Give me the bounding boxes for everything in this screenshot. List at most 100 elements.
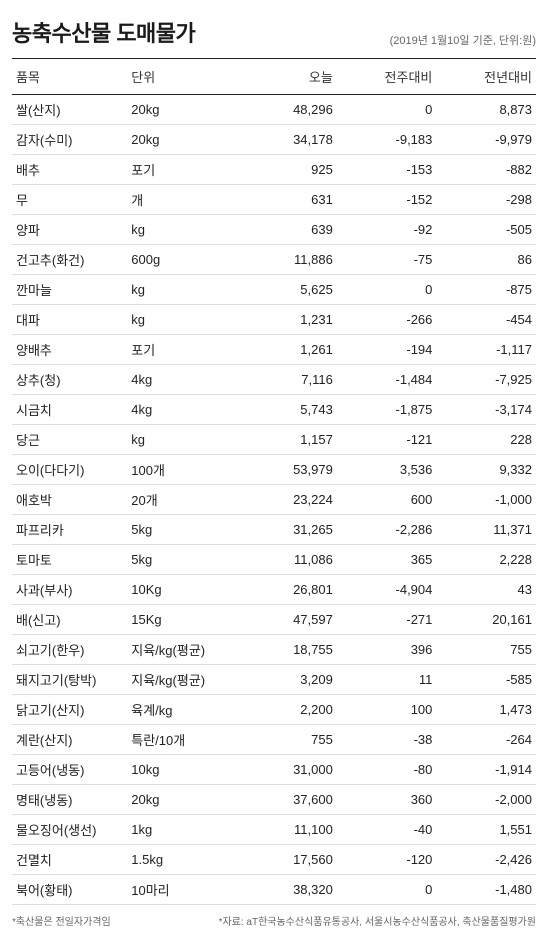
cell-today: 5,743 [243, 395, 337, 425]
cell-today: 2,200 [243, 695, 337, 725]
cell-item: 시금치 [12, 395, 127, 425]
table-row: 대파kg1,231-266-454 [12, 305, 536, 335]
cell-yoy: 2,228 [436, 545, 536, 575]
cell-wow: 365 [337, 545, 437, 575]
table-row: 상추(청)4kg7,116-1,484-7,925 [12, 365, 536, 395]
footnote-right: *자료: aT한국농수산식품유통공사, 서울시농수산식품공사, 축산물품질평가원 [219, 913, 536, 928]
cell-today: 11,886 [243, 245, 337, 275]
cell-today: 38,320 [243, 875, 337, 905]
table-row: 파프리카5kg31,265-2,28611,371 [12, 515, 536, 545]
table-row: 쇠고기(한우)지육/kg(평균)18,755396755 [12, 635, 536, 665]
cell-unit: kg [127, 425, 242, 455]
cell-unit: 지육/kg(평균) [127, 635, 242, 665]
cell-today: 639 [243, 215, 337, 245]
table-row: 토마토5kg11,0863652,228 [12, 545, 536, 575]
cell-item: 닭고기(산지) [12, 695, 127, 725]
cell-unit: 20개 [127, 485, 242, 515]
cell-yoy: 86 [436, 245, 536, 275]
table-row: 깐마늘kg5,6250-875 [12, 275, 536, 305]
table-row: 건멸치1.5kg17,560-120-2,426 [12, 845, 536, 875]
cell-unit: 특란/10개 [127, 725, 242, 755]
table-row: 사과(부사)10Kg26,801-4,90443 [12, 575, 536, 605]
cell-wow: -121 [337, 425, 437, 455]
cell-wow: -92 [337, 215, 437, 245]
table-row: 배(신고)15Kg47,597-27120,161 [12, 605, 536, 635]
cell-unit: kg [127, 305, 242, 335]
col-header-today: 오늘 [243, 59, 337, 95]
cell-unit: 포기 [127, 155, 242, 185]
table-row: 배추포기925-153-882 [12, 155, 536, 185]
cell-yoy: 755 [436, 635, 536, 665]
cell-unit: 10마리 [127, 875, 242, 905]
cell-today: 1,157 [243, 425, 337, 455]
cell-item: 대파 [12, 305, 127, 335]
cell-today: 11,100 [243, 815, 337, 845]
cell-today: 18,755 [243, 635, 337, 665]
cell-unit: 1kg [127, 815, 242, 845]
page-title: 농축수산물 도매물가 [12, 16, 195, 48]
cell-wow: -271 [337, 605, 437, 635]
cell-wow: -152 [337, 185, 437, 215]
table-row: 닭고기(산지)육계/kg2,2001001,473 [12, 695, 536, 725]
cell-wow: 100 [337, 695, 437, 725]
col-header-item: 품목 [12, 59, 127, 95]
cell-item: 명태(냉동) [12, 785, 127, 815]
cell-yoy: -1,000 [436, 485, 536, 515]
cell-item: 북어(황태) [12, 875, 127, 905]
table-row: 무개631-152-298 [12, 185, 536, 215]
page-subtitle: (2019년 1월10일 기준, 단위:원) [390, 32, 536, 48]
cell-yoy: 1,551 [436, 815, 536, 845]
table-row: 명태(냉동)20kg37,600360-2,000 [12, 785, 536, 815]
cell-yoy: 8,873 [436, 95, 536, 125]
cell-item: 상추(청) [12, 365, 127, 395]
cell-wow: -80 [337, 755, 437, 785]
cell-yoy: -505 [436, 215, 536, 245]
cell-item: 돼지고기(탕박) [12, 665, 127, 695]
cell-unit: 포기 [127, 335, 242, 365]
cell-item: 쇠고기(한우) [12, 635, 127, 665]
cell-today: 17,560 [243, 845, 337, 875]
table-row: 양배추포기1,261-194-1,117 [12, 335, 536, 365]
cell-item: 계란(산지) [12, 725, 127, 755]
cell-today: 1,261 [243, 335, 337, 365]
cell-wow: -2,286 [337, 515, 437, 545]
cell-yoy: -7,925 [436, 365, 536, 395]
cell-wow: 0 [337, 95, 437, 125]
cell-unit: 100개 [127, 455, 242, 485]
cell-unit: 육계/kg [127, 695, 242, 725]
table-row: 쌀(산지)20kg48,29608,873 [12, 95, 536, 125]
table-row: 오이(다다기)100개53,9793,5369,332 [12, 455, 536, 485]
cell-unit: 5kg [127, 515, 242, 545]
cell-yoy: -882 [436, 155, 536, 185]
cell-item: 배추 [12, 155, 127, 185]
cell-unit: 20kg [127, 95, 242, 125]
cell-item: 파프리카 [12, 515, 127, 545]
table-row: 애호박20개23,224600-1,000 [12, 485, 536, 515]
cell-item: 애호박 [12, 485, 127, 515]
cell-wow: -120 [337, 845, 437, 875]
cell-today: 11,086 [243, 545, 337, 575]
cell-yoy: 9,332 [436, 455, 536, 485]
cell-today: 925 [243, 155, 337, 185]
cell-unit: kg [127, 215, 242, 245]
cell-item: 사과(부사) [12, 575, 127, 605]
cell-item: 건멸치 [12, 845, 127, 875]
cell-yoy: -2,426 [436, 845, 536, 875]
cell-item: 무 [12, 185, 127, 215]
cell-yoy: -875 [436, 275, 536, 305]
cell-unit: 4kg [127, 395, 242, 425]
cell-wow: -4,904 [337, 575, 437, 605]
cell-wow: -40 [337, 815, 437, 845]
cell-unit: 4kg [127, 365, 242, 395]
cell-yoy: -1,117 [436, 335, 536, 365]
cell-yoy: -9,979 [436, 125, 536, 155]
cell-today: 7,116 [243, 365, 337, 395]
cell-yoy: 20,161 [436, 605, 536, 635]
table-row: 양파kg639-92-505 [12, 215, 536, 245]
cell-wow: 360 [337, 785, 437, 815]
cell-item: 양파 [12, 215, 127, 245]
cell-unit: kg [127, 275, 242, 305]
cell-today: 5,625 [243, 275, 337, 305]
cell-item: 양배추 [12, 335, 127, 365]
cell-today: 631 [243, 185, 337, 215]
